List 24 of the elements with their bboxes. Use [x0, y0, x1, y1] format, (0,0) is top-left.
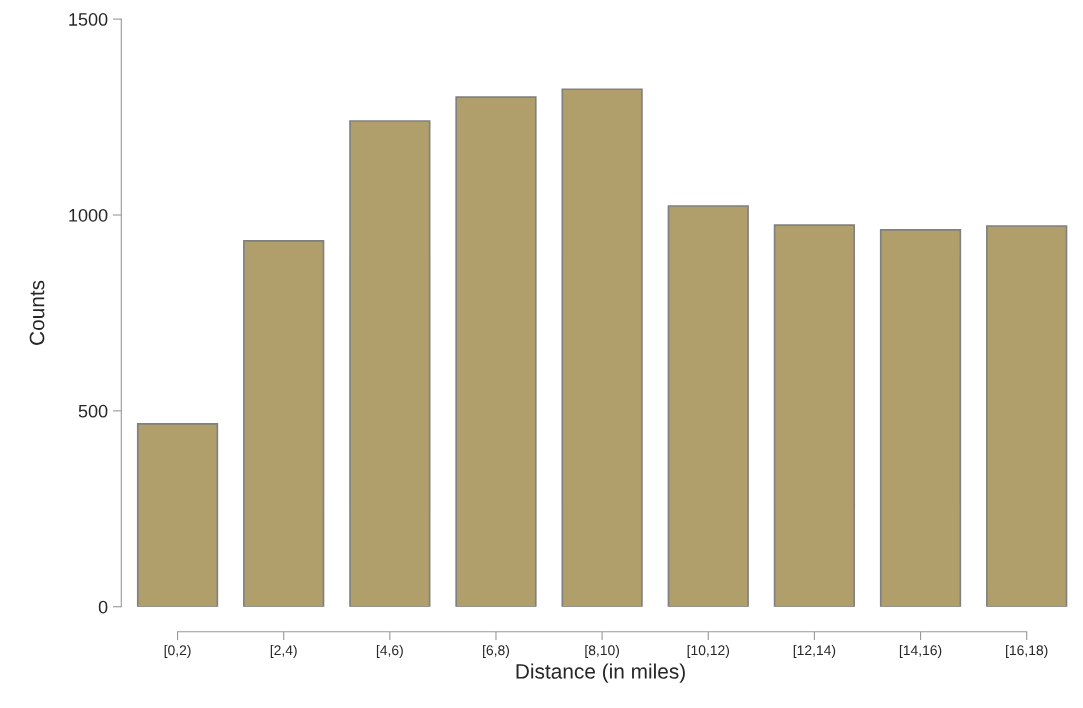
- bar: [136, 422, 219, 607]
- y-tick-label: 1000: [69, 208, 108, 222]
- bar: [561, 88, 643, 607]
- bar: [243, 240, 325, 607]
- x-tick-label: [4,6): [376, 644, 403, 658]
- bar: [773, 224, 856, 607]
- x-tick-label: [10,12): [687, 644, 730, 658]
- y-axis-title: Counts: [29, 280, 45, 345]
- bar: [986, 225, 1068, 607]
- x-tick-label: [2,4): [270, 644, 297, 658]
- y-tick-label: 0: [98, 600, 108, 614]
- x-tick-label: [12,14): [793, 644, 836, 658]
- bar: [879, 229, 962, 607]
- x-tick-label: [8,10): [585, 644, 620, 658]
- bar: [667, 205, 749, 607]
- x-axis-title: Distance (in miles): [516, 663, 685, 683]
- x-tick-label: [14,16): [899, 644, 942, 658]
- x-tick-label: [0,2): [164, 644, 191, 658]
- y-tick-label: 500: [78, 404, 108, 418]
- y-tick-label: 1500: [69, 13, 108, 26]
- x-tick-label: [6,8): [483, 644, 510, 658]
- x-tick-label: [16,18): [1006, 644, 1048, 658]
- bar: [455, 96, 537, 607]
- bar: [349, 120, 431, 607]
